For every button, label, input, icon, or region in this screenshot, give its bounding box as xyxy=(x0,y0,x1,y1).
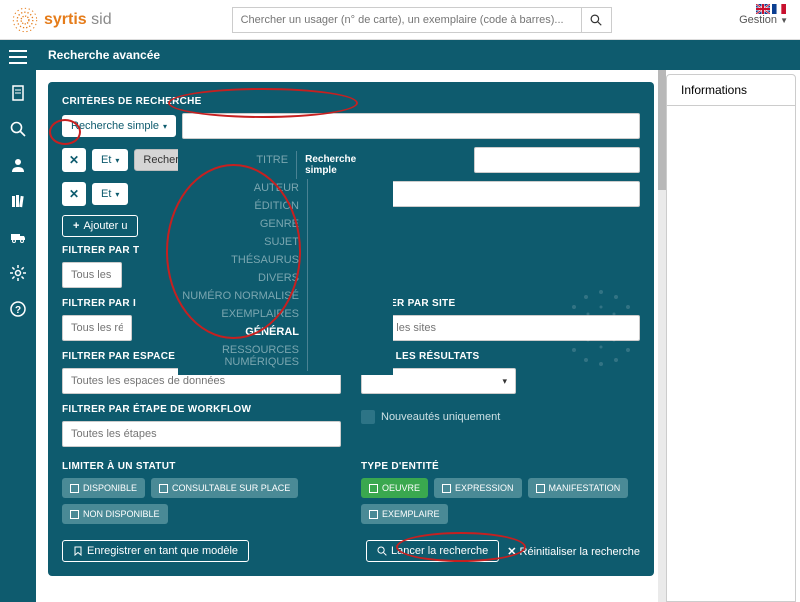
checkbox-icon xyxy=(361,410,375,424)
remove-criterion-2[interactable]: ✕ xyxy=(62,182,86,206)
dd-item-ressources[interactable]: RESSOURCES NUMÉRIQUES xyxy=(178,341,308,371)
launch-search-button[interactable]: Lancer la recherche xyxy=(366,540,499,562)
search-icon xyxy=(590,14,602,26)
criteria-input-2[interactable] xyxy=(474,147,640,173)
global-search xyxy=(232,7,612,33)
search-icon xyxy=(10,121,26,137)
add-criterion-button[interactable]: + Ajouter u xyxy=(62,215,138,237)
operator-dropdown-2[interactable]: Et ▾ xyxy=(92,183,128,205)
filter-workflow-input[interactable] xyxy=(62,421,341,447)
language-flags xyxy=(756,4,786,14)
sidebar-item-1[interactable] xyxy=(9,84,27,102)
sidebar-item-books[interactable] xyxy=(9,192,27,210)
category-dropdown-panel: TITRERecherche simple AUTEUR ÉDITION GEN… xyxy=(178,147,393,375)
dd-item-divers[interactable]: DIVERS xyxy=(178,269,308,287)
hamburger-icon xyxy=(9,50,27,64)
entity-label: TYPE D'ENTITÉ xyxy=(361,461,640,472)
user-icon xyxy=(10,157,26,173)
info-tab[interactable]: Informations xyxy=(667,75,795,106)
dd-item-titre[interactable]: TITRE xyxy=(178,151,297,179)
save-model-button[interactable]: Enregistrer en tant que modèle xyxy=(62,540,249,562)
sidebar-item-user[interactable] xyxy=(9,156,27,174)
filter-workflow-label: FILTRER PAR ÉTAPE DE WORKFLOW xyxy=(62,404,341,415)
truck-icon xyxy=(10,229,26,245)
top-bar: syrtis sid Gestion ▼ xyxy=(0,0,800,40)
content-area: CRITÈRES DE RECHERCHE Recherche simple ▾… xyxy=(36,70,800,602)
entity-expression[interactable]: EXPRESSION xyxy=(434,478,522,498)
operator-dropdown-1[interactable]: Et ▾ xyxy=(92,149,128,171)
status-label: LIMITER À UN STATUT xyxy=(62,461,341,472)
criteria-input-3[interactable] xyxy=(384,181,640,207)
dd-item-genre[interactable]: GENRE xyxy=(178,215,308,233)
dd-item-exemplaires[interactable]: EXEMPLAIRES xyxy=(178,305,308,323)
dd-item-general[interactable]: GÉNÉRAL xyxy=(178,323,308,341)
sidebar-item-transfer[interactable] xyxy=(9,228,27,246)
new-only-checkbox[interactable]: Nouveautés uniquement xyxy=(361,410,640,424)
svg-text:?: ? xyxy=(15,305,21,316)
content-column: Recherche avancée CRITÈRES DE RECHERCHE … xyxy=(36,40,800,602)
flag-fr-icon[interactable] xyxy=(772,4,786,14)
criteria-input-1[interactable] xyxy=(182,113,640,139)
search-icon xyxy=(377,546,387,556)
flag-uk-icon[interactable] xyxy=(756,4,770,14)
scrollbar-thumb[interactable] xyxy=(658,70,666,190)
sidebar-item-help[interactable]: ? xyxy=(9,300,27,318)
entity-exemplaire[interactable]: EXEMPLAIRE xyxy=(361,504,448,524)
page-title-bar: Recherche avancée xyxy=(36,40,800,70)
menu-toggle[interactable] xyxy=(9,48,27,66)
dd-item-auteur[interactable]: AUTEUR xyxy=(178,179,308,197)
entity-oeuvre[interactable]: OEUVRE xyxy=(361,478,428,498)
file-icon xyxy=(10,85,26,101)
entity-manifestation[interactable]: MANIFESTATION xyxy=(528,478,629,498)
logo[interactable]: syrtis sid xyxy=(12,7,112,33)
filter-res-input[interactable] xyxy=(62,315,132,341)
form-panel: CRITÈRES DE RECHERCHE Recherche simple ▾… xyxy=(36,70,666,602)
search-form: CRITÈRES DE RECHERCHE Recherche simple ▾… xyxy=(48,82,654,576)
sidebar-item-settings[interactable] xyxy=(9,264,27,282)
gear-icon xyxy=(10,265,26,281)
info-panel: Informations xyxy=(666,74,796,602)
logo-icon xyxy=(12,7,38,33)
remove-criterion-1[interactable]: ✕ xyxy=(62,148,86,172)
dd-item-thesaurus[interactable]: THÉSAURUS xyxy=(178,251,308,269)
filter-type-input[interactable] xyxy=(62,262,122,288)
dd-item-edition[interactable]: ÉDITION xyxy=(178,197,308,215)
books-icon xyxy=(10,193,26,209)
left-sidebar: ? xyxy=(0,40,36,602)
decorative-dots xyxy=(556,282,646,372)
page-title: Recherche avancée xyxy=(48,48,160,62)
new-only-label: Nouveautés uniquement xyxy=(381,411,500,423)
gestion-menu[interactable]: Gestion ▼ xyxy=(739,14,788,26)
help-icon: ? xyxy=(10,301,26,317)
dd-item-sujet[interactable]: SUJET xyxy=(178,233,308,251)
simple-search-dropdown[interactable]: Recherche simple ▾ xyxy=(62,115,176,137)
global-search-button[interactable] xyxy=(582,7,612,33)
dd-item-numero[interactable]: NUMÉRO NORMALISÉ xyxy=(178,287,308,305)
dd-header: Recherche simple xyxy=(297,151,383,179)
main-row: ? Recherche avancée CRITÈRES DE RECHERCH… xyxy=(0,40,800,602)
reset-search-link[interactable]: ✕ Réinitialiser la recherche xyxy=(507,545,640,558)
bookmark-icon xyxy=(73,546,83,556)
criteria-label: CRITÈRES DE RECHERCHE xyxy=(62,96,640,107)
global-search-input[interactable] xyxy=(232,7,582,33)
logo-text: syrtis sid xyxy=(44,11,112,29)
status-consultable[interactable]: CONSULTABLE SUR PLACE xyxy=(151,478,298,498)
status-nondispo[interactable]: NON DISPONIBLE xyxy=(62,504,168,524)
status-disponible[interactable]: DISPONIBLE xyxy=(62,478,145,498)
sidebar-item-search[interactable] xyxy=(9,120,27,138)
